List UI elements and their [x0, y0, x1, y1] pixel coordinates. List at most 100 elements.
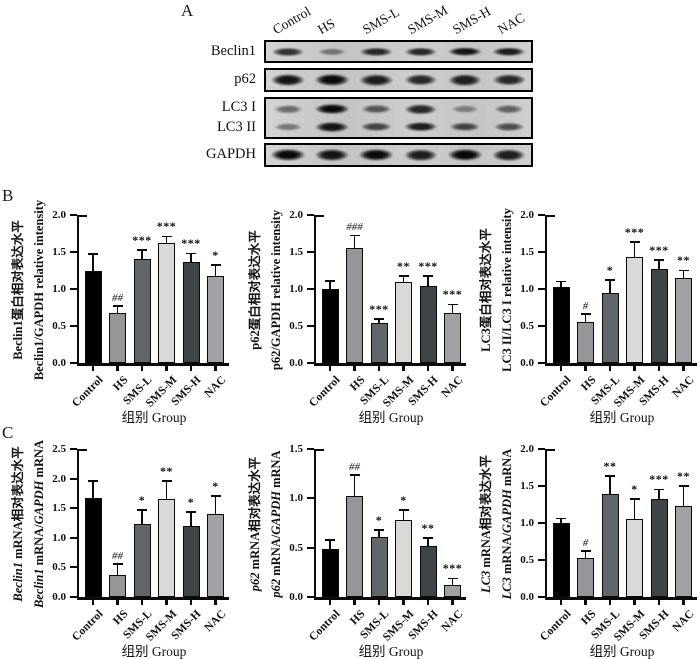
blot-band [489, 46, 529, 57]
y-tick [307, 447, 314, 451]
bar-Control [321, 289, 339, 363]
error-bar-cap [325, 539, 335, 541]
bar-SMS-H [182, 525, 200, 597]
x-tick [140, 599, 144, 605]
y-tick-label: 1.0 [520, 517, 534, 529]
bar-NAC [675, 277, 692, 363]
y-tick [307, 595, 314, 599]
y-tick [538, 521, 545, 525]
significance-annotation: * [400, 493, 407, 508]
significance-annotation: ** [160, 463, 173, 478]
y-tick [70, 324, 77, 328]
significance-annotation: ** [603, 459, 617, 474]
lane-label: SMS-L [360, 4, 403, 38]
error-bar-cap [654, 259, 664, 261]
error-bar-cap [678, 269, 689, 272]
plot-area: 0.0 0.5 1.0 1.5 2.0 Control # HS * SMS-L *** SMS-M *… [520, 209, 697, 425]
error-bar-cap [112, 563, 123, 566]
plot-area: 0.0 0.5 1.0 1.5 2.0 2.5 Control ## HS * SMS-L ** SMS… [52, 443, 229, 659]
blot-lane [266, 99, 310, 137]
error-bar-cap [605, 279, 615, 281]
error-bar [329, 281, 331, 290]
blot-lane [487, 99, 531, 137]
bar-Control [552, 523, 570, 597]
y-tick [307, 497, 314, 500]
error-bar-cap [186, 511, 196, 513]
blot-lane [310, 70, 354, 90]
blot-row-label: GAPDH [206, 146, 256, 162]
blot-band [357, 46, 396, 57]
blot-band [312, 72, 353, 88]
significance-annotation: *** [649, 472, 669, 487]
y-tick-label: 0.5 [289, 320, 303, 332]
error-bar [560, 282, 562, 288]
x-tick [451, 599, 454, 605]
y-axis-top-tick [316, 449, 324, 452]
y-tick [538, 324, 545, 328]
bar-SMS-L [601, 292, 619, 363]
error-bar-cap [186, 252, 196, 255]
error-bar [427, 538, 429, 547]
x-axis-title: 组别 Group [121, 410, 187, 425]
error-bar [682, 486, 685, 507]
blot-lane [399, 145, 443, 165]
chart-c2: p62 mRNA相对表达水平 p62 mRNA/GAPDH mRNA 0.0 0.5 1… [237, 424, 469, 659]
x-tick [214, 599, 217, 605]
error-bar-cap [137, 248, 147, 251]
bar-SMS-L [370, 323, 388, 363]
error-bar-cap [349, 473, 360, 476]
x-tick [214, 365, 217, 371]
y-axis-top-tick [79, 449, 87, 452]
y-tick [538, 558, 545, 562]
y-tick-label: 1.0 [289, 492, 303, 505]
significance-annotation: * [138, 492, 146, 507]
y-axis [313, 215, 316, 366]
blot-lane [487, 70, 531, 90]
blot-lane [310, 99, 354, 137]
y-tick-label: 1.5 [52, 502, 66, 515]
error-bar [451, 305, 454, 314]
y-tick-label: 0.0 [52, 357, 66, 369]
y-tick [538, 287, 545, 291]
significance-annotation: ### [346, 221, 363, 234]
x-tick [657, 599, 661, 605]
x-tick [633, 365, 636, 371]
error-bar [427, 277, 429, 288]
error-bar-cap [112, 305, 123, 307]
blot-lane [354, 42, 398, 61]
error-bar [658, 260, 660, 271]
blot-band [401, 73, 440, 87]
error-bar [353, 236, 356, 250]
error-bar [451, 579, 454, 587]
error-bar [190, 254, 192, 264]
y-tick [70, 213, 77, 217]
blot-row-label: p62 [234, 71, 256, 87]
x-tick [189, 365, 193, 371]
y-axis-top-tick [79, 215, 87, 218]
chart-b3: LC3蛋白相对表达水平 LC3 II/LC3 I relative intensi… [468, 190, 700, 426]
error-bar-cap [398, 509, 409, 512]
y-tick-label: 0.5 [52, 320, 66, 332]
blot-box [264, 143, 533, 167]
y-tick [70, 595, 77, 599]
error-bar-cap [88, 253, 98, 255]
bar-SMS-M [158, 243, 175, 363]
error-bar [402, 277, 405, 284]
y-tick [70, 361, 77, 365]
significance-annotation: ## [349, 460, 360, 473]
x-tick [377, 365, 381, 371]
blot-lane [266, 70, 310, 90]
blot-band [268, 73, 308, 87]
chart-c3: LC3 mRNA相对表达水平 LC3 mRNA/GAPDH mRNA 0.0 0.5 1… [468, 424, 700, 659]
error-bar-cap [423, 275, 433, 278]
x-tick [402, 365, 405, 371]
error-bar [116, 306, 119, 314]
error-bar [609, 477, 611, 496]
y-axis [544, 215, 547, 366]
error-bar [214, 266, 217, 277]
error-bar [609, 280, 611, 294]
y-axis-top-tick [547, 449, 555, 452]
blot-lane [399, 42, 443, 61]
x-tick [402, 599, 405, 605]
